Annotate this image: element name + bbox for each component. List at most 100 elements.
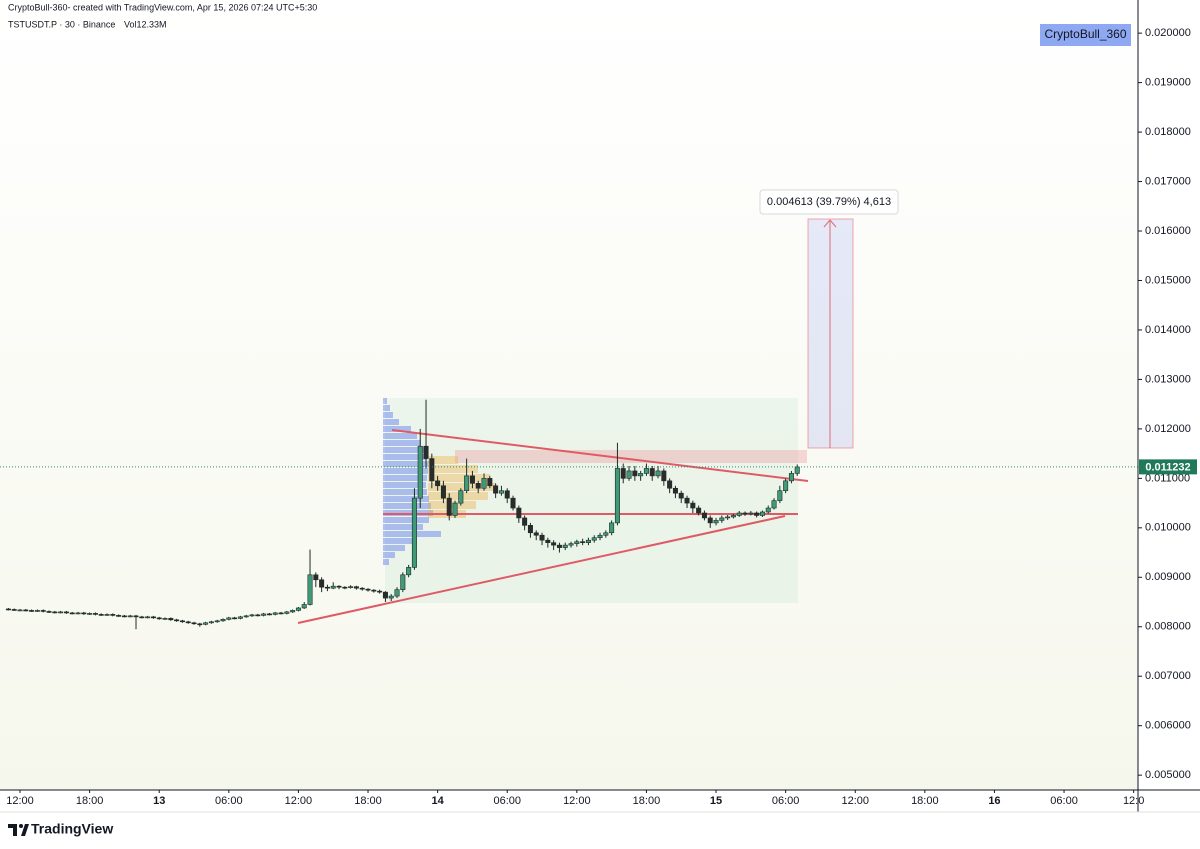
candle-body bbox=[342, 586, 348, 589]
candle-body bbox=[17, 609, 23, 612]
candle-body bbox=[632, 470, 638, 477]
candle-body bbox=[452, 502, 458, 516]
x-tick-label: 12:00 bbox=[285, 795, 313, 807]
x-tick-label: 12:0 bbox=[1123, 795, 1144, 807]
x-tick-label: 16 bbox=[988, 795, 1000, 807]
candle-body bbox=[469, 475, 475, 484]
candle-body bbox=[406, 567, 412, 576]
candle-body bbox=[214, 620, 220, 623]
candle-body bbox=[23, 609, 29, 612]
candle-body bbox=[522, 517, 528, 526]
candle-body bbox=[777, 490, 783, 501]
candle-body bbox=[191, 622, 197, 625]
candle-body bbox=[527, 525, 533, 534]
x-tick-label: 06:00 bbox=[772, 795, 800, 807]
candle-body bbox=[754, 512, 760, 516]
vp-bar bbox=[383, 496, 429, 502]
candle-body bbox=[174, 619, 180, 622]
candle-body bbox=[725, 516, 731, 519]
candle-body bbox=[765, 507, 771, 513]
candle-body bbox=[365, 588, 371, 591]
candle-body bbox=[5, 608, 11, 611]
candle-body bbox=[11, 609, 17, 611]
vp-bar bbox=[383, 482, 426, 488]
y-tick-label: 0.010000 bbox=[1145, 522, 1191, 534]
candle-body bbox=[52, 611, 58, 614]
candle-body bbox=[377, 590, 383, 593]
y-tick-label: 0.013000 bbox=[1145, 373, 1191, 385]
candle-body bbox=[359, 587, 365, 590]
x-tick-label: 06:00 bbox=[215, 795, 243, 807]
y-tick-label: 0.007000 bbox=[1145, 670, 1191, 682]
vp-bar bbox=[383, 552, 395, 558]
vp-bar bbox=[383, 545, 405, 551]
candle-body bbox=[510, 497, 516, 509]
candle-body bbox=[481, 478, 487, 489]
candle-body bbox=[794, 466, 800, 474]
candle-body bbox=[104, 614, 110, 616]
vp-bar bbox=[383, 517, 429, 523]
candle-body bbox=[139, 616, 145, 619]
candle-body bbox=[278, 612, 284, 615]
candle-body bbox=[417, 445, 423, 499]
vp-bar bbox=[383, 454, 427, 460]
candle-body bbox=[133, 615, 139, 618]
candle-body bbox=[313, 574, 319, 581]
candle-body bbox=[226, 617, 232, 620]
va-bar bbox=[428, 456, 458, 464]
va-bar bbox=[428, 465, 478, 473]
candle-body bbox=[458, 490, 464, 504]
candle-body bbox=[29, 610, 35, 612]
candle-body bbox=[684, 497, 690, 504]
candle-body bbox=[272, 612, 278, 615]
candle-body bbox=[284, 611, 290, 614]
vp-bar bbox=[383, 405, 390, 411]
candle-body bbox=[690, 502, 696, 509]
candle-body bbox=[516, 507, 522, 519]
candle-body bbox=[643, 468, 649, 474]
x-tick-label: 18:00 bbox=[633, 795, 661, 807]
candle-body bbox=[591, 537, 597, 541]
vp-bar bbox=[383, 440, 421, 446]
x-tick-label: 15 bbox=[710, 795, 722, 807]
drawings bbox=[297, 189, 899, 624]
candle-body bbox=[307, 574, 313, 605]
y-tick-label: 0.008000 bbox=[1145, 621, 1191, 633]
vp-bar bbox=[383, 524, 423, 530]
x-tick-label: 18:00 bbox=[354, 795, 382, 807]
y-tick-label: 0.012000 bbox=[1145, 423, 1191, 435]
candle-body bbox=[730, 515, 736, 518]
y-tick-label: 0.020000 bbox=[1145, 27, 1191, 39]
candle-body bbox=[324, 586, 330, 589]
va-bar bbox=[428, 501, 476, 509]
x-tick-label: 06:00 bbox=[493, 795, 521, 807]
candle-body bbox=[232, 617, 238, 620]
y-tick-label: 0.015000 bbox=[1145, 274, 1191, 286]
x-tick-label: 13 bbox=[153, 795, 165, 807]
candle-body bbox=[371, 589, 377, 592]
candle-body bbox=[742, 512, 748, 515]
candle-body bbox=[759, 511, 765, 516]
candle-body bbox=[707, 517, 713, 524]
vp-bar bbox=[383, 412, 393, 418]
x-tick-label: 06:00 bbox=[1050, 795, 1078, 807]
candle-body bbox=[394, 589, 400, 597]
candle-body bbox=[655, 470, 661, 477]
candle-body bbox=[551, 542, 557, 546]
candle-body bbox=[156, 617, 162, 620]
trendline-lower bbox=[297, 515, 786, 624]
vp-bar bbox=[383, 426, 411, 432]
candle-body bbox=[266, 613, 272, 616]
candle-body bbox=[92, 613, 98, 615]
va-bar bbox=[428, 483, 496, 491]
candle-body bbox=[597, 534, 603, 539]
candle-body bbox=[46, 611, 52, 613]
candle-body bbox=[701, 512, 707, 519]
candle-body bbox=[185, 621, 191, 624]
candle-body bbox=[498, 490, 504, 494]
candle-body bbox=[34, 610, 40, 612]
candle-body bbox=[788, 473, 794, 482]
candle-body bbox=[249, 614, 255, 617]
candle-body bbox=[539, 534, 545, 541]
